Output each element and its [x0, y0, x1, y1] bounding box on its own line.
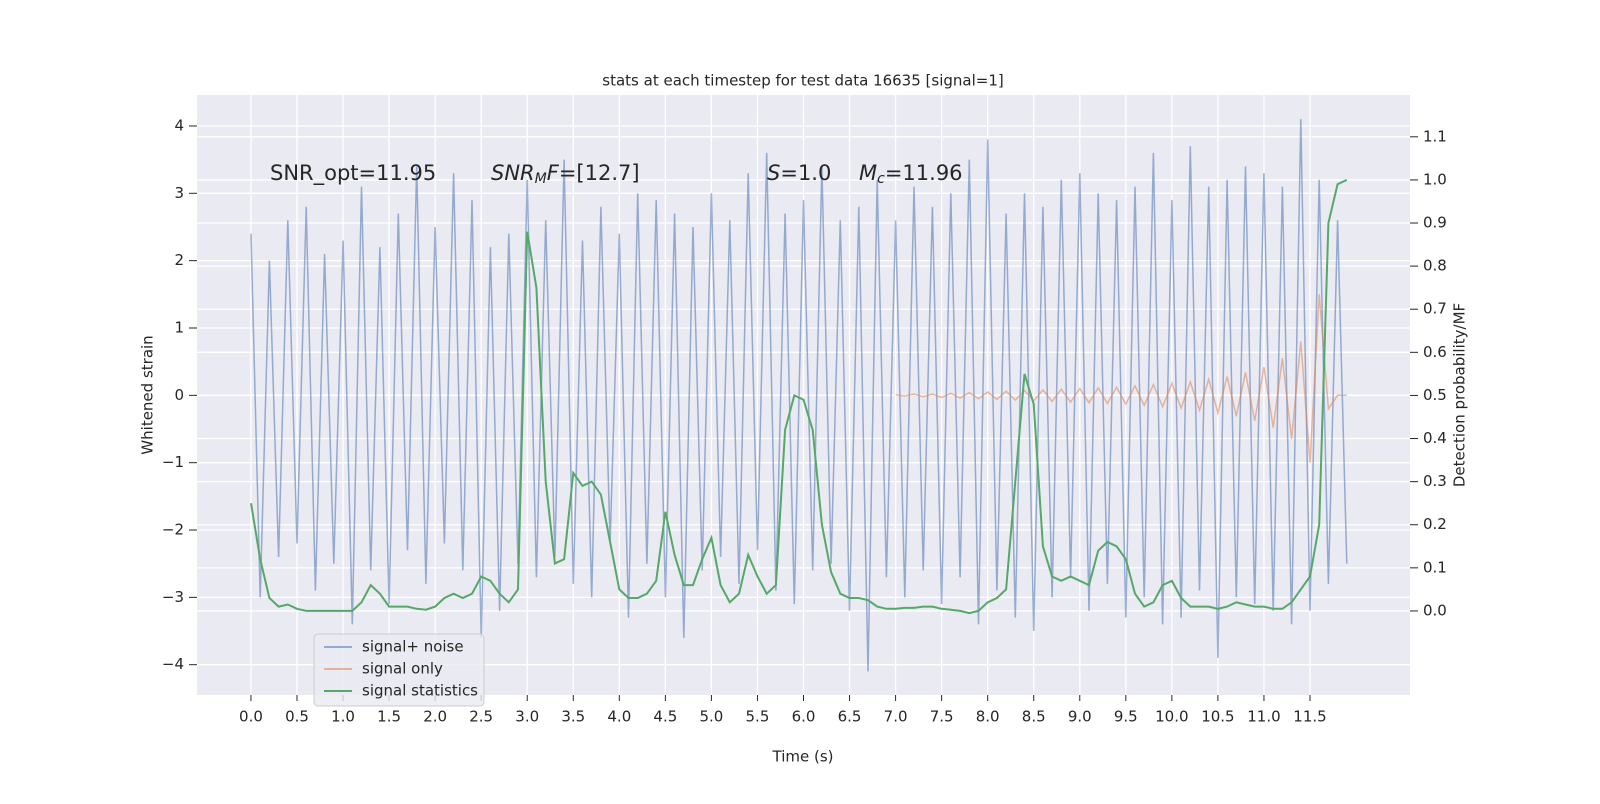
- x-tick-label: 0.0: [239, 708, 263, 726]
- y2-tick-label: 0.7: [1423, 300, 1447, 318]
- annotation-part: =[12.7]: [559, 161, 640, 185]
- x-tick-label: 10.0: [1155, 708, 1188, 726]
- x-tick-label: 6.5: [838, 708, 862, 726]
- series-line: [250, 178, 1348, 615]
- y2-tick-label: 0.8: [1423, 257, 1447, 275]
- annotation-part: c: [877, 171, 885, 187]
- y2-tick-label: 0.2: [1423, 515, 1447, 533]
- x-tick-label: 3.0: [515, 708, 539, 726]
- x-tick-label: 6.0: [792, 708, 816, 726]
- annotation: SNR_opt=11.95: [270, 161, 436, 186]
- y-tick-label: −1: [162, 453, 184, 471]
- x-tick-label: 0.5: [285, 708, 309, 726]
- annotation-part: S: [767, 161, 780, 185]
- legend-label: signal statistics: [362, 682, 478, 700]
- y-tick-label: 0: [174, 386, 184, 404]
- annotation: S=1.0: [767, 161, 831, 185]
- y2-tick-label: 0.5: [1423, 386, 1447, 404]
- series-line: [250, 119, 1348, 672]
- y2-tick-label: 0.6: [1423, 343, 1447, 361]
- annotation-part: M: [535, 171, 547, 187]
- annotation: Mc=11.96: [859, 161, 963, 187]
- chart-title: stats at each timestep for test data 166…: [602, 72, 1003, 90]
- x-tick-label: 4.0: [607, 708, 631, 726]
- y-tick-label: 4: [174, 116, 184, 134]
- y2-tick-label: 1.1: [1423, 127, 1447, 145]
- annotation: SNRMF=[12.7]: [491, 161, 640, 187]
- x-tick-label: 9.0: [1068, 708, 1092, 726]
- x-tick-label: 4.5: [653, 708, 677, 726]
- x-tick-label: 11.0: [1247, 708, 1280, 726]
- x-tick-label: 8.0: [976, 708, 1000, 726]
- y2-tick-label: 0.0: [1423, 601, 1447, 619]
- y2-tick-label: 0.3: [1423, 472, 1447, 490]
- x-tick-label: 10.5: [1201, 708, 1234, 726]
- y2-tick-label: 1.0: [1423, 170, 1447, 188]
- x-tick-label: 1.0: [331, 708, 355, 726]
- x-tick-label: 7.5: [930, 708, 954, 726]
- x-tick-label: 9.5: [1114, 708, 1138, 726]
- y2-tick-label: 0.1: [1423, 558, 1447, 576]
- legend-label: signal+ noise: [362, 638, 464, 656]
- annotation-part: SNR: [491, 161, 535, 185]
- y-tick-label: 3: [174, 184, 184, 202]
- x-tick-label: 5.5: [746, 708, 770, 726]
- y-tick-label: 2: [174, 251, 184, 269]
- y2-axis-label: Detection probability/MF: [1451, 303, 1469, 487]
- y2-tick-label: 0.4: [1423, 429, 1447, 447]
- annotation-part: SNR_opt=11.95: [270, 161, 436, 186]
- legend-label: signal only: [362, 660, 443, 678]
- x-tick-label: 2.0: [423, 708, 447, 726]
- x-tick-label: 1.5: [377, 708, 401, 726]
- x-tick-label: 8.5: [1022, 708, 1046, 726]
- annotation-part: F: [547, 161, 560, 185]
- y-axis-label: Whitened strain: [139, 335, 157, 454]
- y-tick-label: −4: [162, 655, 184, 673]
- x-tick-label: 11.5: [1293, 708, 1326, 726]
- annotation-part: =1.0: [780, 161, 831, 185]
- y2-tick-label: 0.9: [1423, 214, 1447, 232]
- x-tick-label: 2.5: [469, 708, 493, 726]
- x-tick-label: 7.0: [884, 708, 908, 726]
- legend-box: [313, 633, 485, 707]
- series-line: [895, 294, 1347, 463]
- x-tick-label: 5.0: [699, 708, 723, 726]
- annotation-part: M: [859, 161, 877, 185]
- y-tick-label: −2: [162, 521, 184, 539]
- annotation-part: =11.96: [885, 161, 963, 185]
- x-tick-label: 3.5: [561, 708, 585, 726]
- y-tick-label: 1: [174, 318, 184, 336]
- y-tick-label: −3: [162, 588, 184, 606]
- x-axis-label: Time (s): [772, 748, 834, 766]
